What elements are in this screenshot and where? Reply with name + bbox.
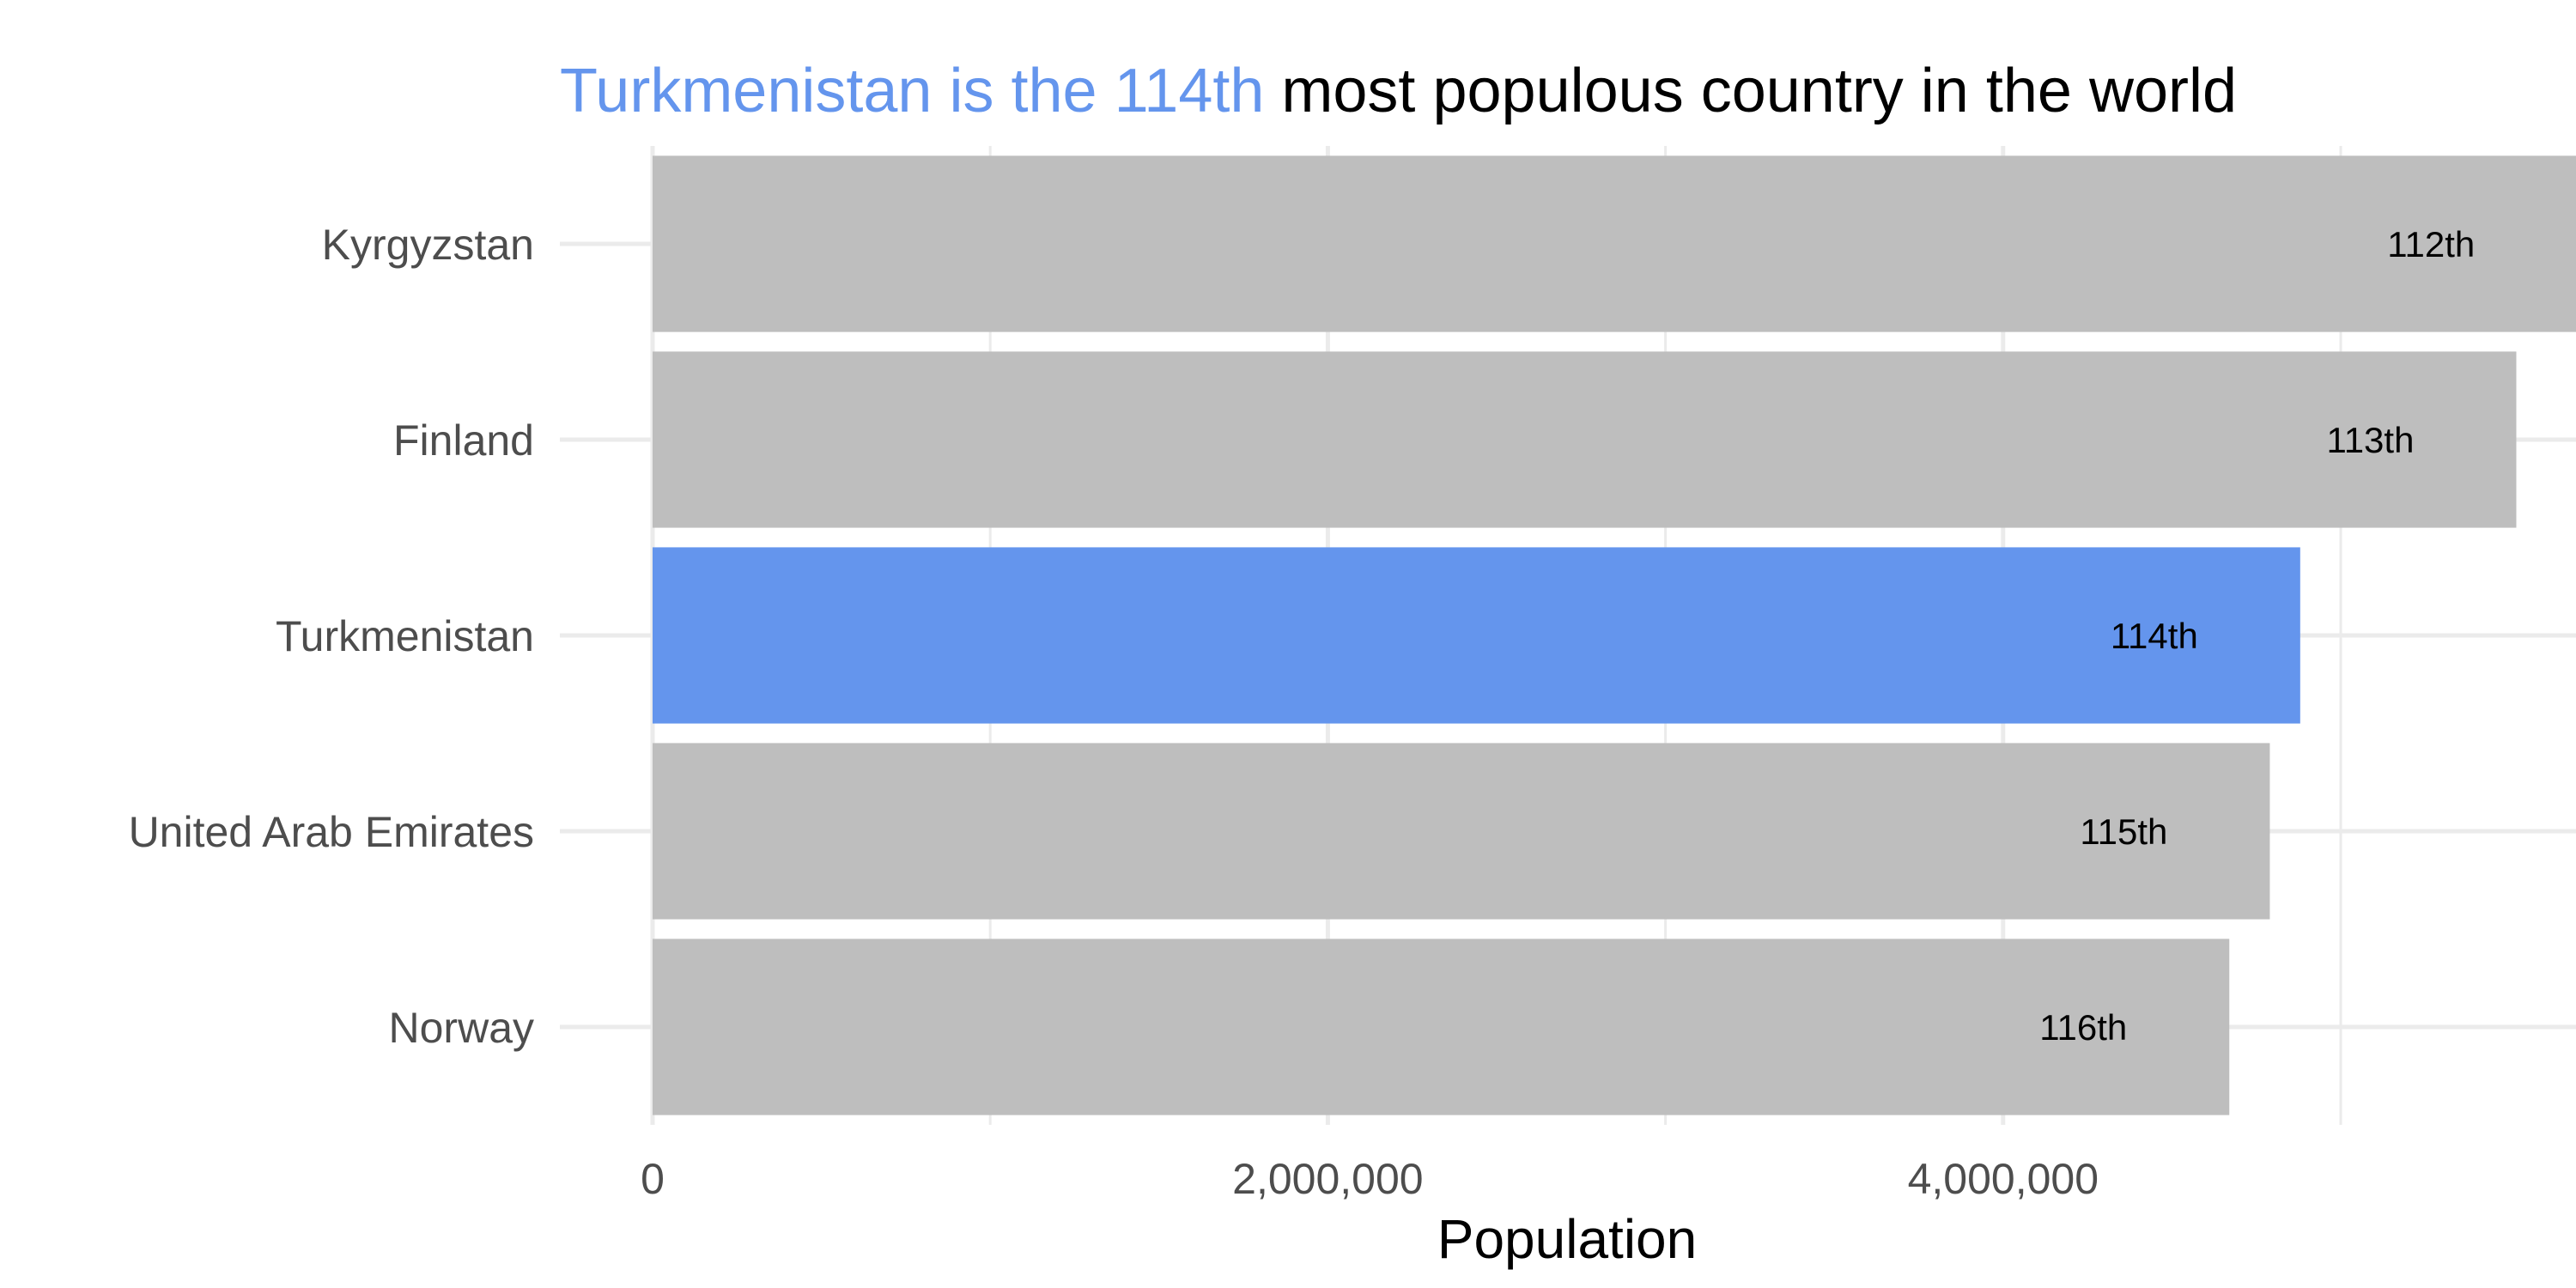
bar-finland	[653, 351, 2517, 528]
bars	[653, 155, 2576, 1115]
y-tick-label: Finland	[393, 416, 534, 465]
bar-rank-label: 112th	[2387, 224, 2475, 264]
chart-title-highlight: Turkmenistan is the 114th	[560, 57, 1264, 125]
chart-title-rest: most populous country in the world	[1264, 57, 2237, 125]
x-tick-label: 0	[641, 1155, 665, 1203]
bar-norway	[653, 939, 2230, 1115]
x-axis-ticks: 0 2,000,000 4,000,000	[641, 1155, 2099, 1203]
x-tick-label: 2,000,000	[1232, 1155, 1423, 1203]
y-tick-label: Norway	[389, 1004, 534, 1052]
bar-turkmenistan	[653, 547, 2300, 724]
bar-rank-label: 115th	[2080, 811, 2167, 852]
bar-rank-label: 114th	[2111, 616, 2198, 656]
y-tick-label: Kyrgyzstan	[322, 221, 534, 269]
chart-title: Turkmenistan is the 114th most populous …	[560, 57, 2237, 125]
x-tick-label: 4,000,000	[1908, 1155, 2099, 1203]
bar-rank-label: 116th	[2039, 1007, 2127, 1048]
y-axis-ticks: Kyrgyzstan Finland Turkmenistan United Arab…	[129, 221, 534, 1052]
bar-labels: 112th 113th 114th 115th 116th	[2039, 224, 2475, 1048]
y-tick-label: Turkmenistan	[276, 612, 534, 660]
bar-rank-label: 113th	[2326, 420, 2414, 460]
bar-united-arab-emirates	[653, 743, 2270, 920]
y-tick-label: United Arab Emirates	[129, 808, 534, 856]
bar-kyrgyzstan	[653, 155, 2576, 332]
x-axis-title: Population	[1437, 1208, 1697, 1270]
